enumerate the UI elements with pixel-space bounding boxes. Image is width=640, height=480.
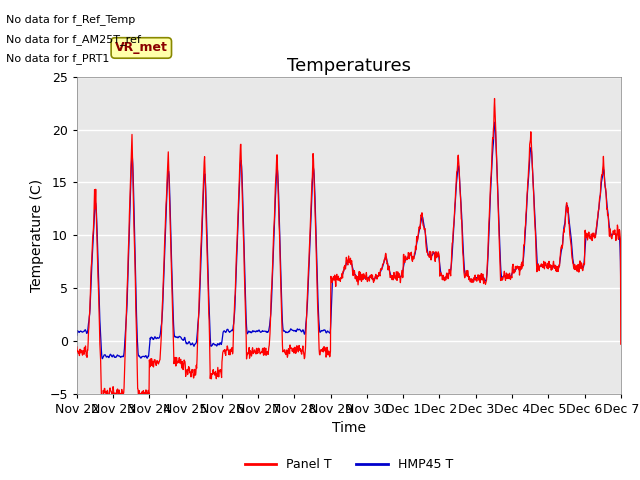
Title: Temperatures: Temperatures xyxy=(287,57,411,75)
Legend: Panel T, HMP45 T: Panel T, HMP45 T xyxy=(239,453,458,476)
Text: No data for f_AM25T_ref: No data for f_AM25T_ref xyxy=(6,34,141,45)
Text: No data for f_Ref_Temp: No data for f_Ref_Temp xyxy=(6,14,136,25)
Text: No data for f_PRT1: No data for f_PRT1 xyxy=(6,53,110,64)
X-axis label: Time: Time xyxy=(332,421,366,435)
Text: VR_met: VR_met xyxy=(115,41,168,54)
Y-axis label: Temperature (C): Temperature (C) xyxy=(29,179,44,292)
